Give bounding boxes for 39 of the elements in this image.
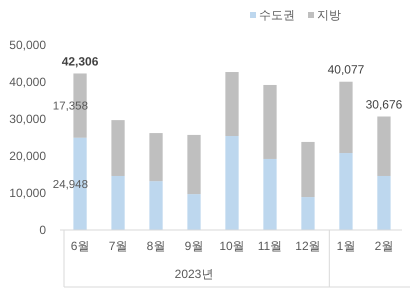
x-tick-label: 6월 xyxy=(70,239,90,253)
bar xyxy=(301,142,315,198)
text: 2023년 xyxy=(174,267,214,281)
bar xyxy=(263,158,277,230)
total-label: 42,306 xyxy=(62,54,99,68)
y-tick-label: 30,000 xyxy=(9,112,46,126)
y-tick-label: 20,000 xyxy=(9,149,46,163)
x-tick-label: 7월 xyxy=(108,239,128,253)
y-tick-label: 10,000 xyxy=(9,186,46,200)
data-label: 17,358 xyxy=(52,100,88,113)
x-tick-label: 12월 xyxy=(295,239,321,253)
bar xyxy=(187,194,201,230)
total-label: 30,676 xyxy=(366,98,403,112)
total-label: 40,077 xyxy=(328,62,365,77)
x-tick-label: 2월 xyxy=(374,239,394,253)
bar xyxy=(263,84,277,159)
legend-label: 수도권 xyxy=(259,8,295,22)
y-tick-label: 0 xyxy=(39,223,46,237)
bar xyxy=(301,197,315,230)
bar xyxy=(111,176,125,230)
y-tick-label: 50,000 xyxy=(9,38,46,52)
bar xyxy=(149,181,163,230)
bar xyxy=(225,72,239,136)
x-tick-label: 9월 xyxy=(184,239,204,253)
bar xyxy=(339,82,353,154)
bar xyxy=(149,133,163,182)
x-tick-label: 1월 xyxy=(336,239,356,253)
x-tick-label: 11월 xyxy=(258,239,282,253)
x-tick-label: 8월 xyxy=(146,239,166,253)
legend-label: 지방 xyxy=(317,8,341,22)
bar xyxy=(111,120,125,176)
bar xyxy=(339,153,353,230)
y-tick-label: 40,000 xyxy=(9,75,46,89)
bar xyxy=(377,176,391,230)
bar xyxy=(225,136,239,230)
bar xyxy=(187,134,201,194)
x-tick-label: 10월 xyxy=(219,239,245,253)
bar xyxy=(377,116,391,176)
data-label: 24,948 xyxy=(52,178,88,191)
